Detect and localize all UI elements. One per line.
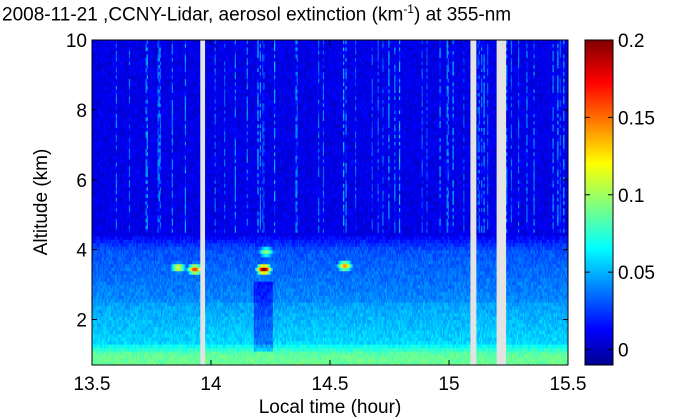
chart-svg: 13.5 14 14.5 15 15.5 246810 Local time (hour… xyxy=(0,0,700,420)
